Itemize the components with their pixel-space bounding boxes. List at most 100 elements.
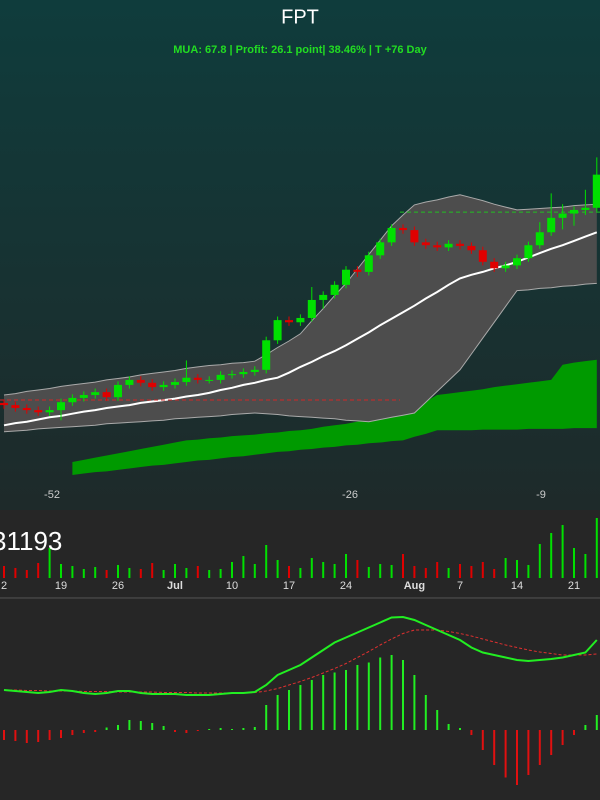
histogram-bar — [413, 675, 416, 730]
candle-body — [558, 213, 567, 218]
histogram-bar — [231, 729, 233, 730]
x-tick-label: 10 — [226, 580, 238, 592]
volume-bar — [345, 554, 347, 578]
candle-body — [592, 174, 600, 208]
candle-body — [273, 320, 282, 341]
x-tick-label: 21 — [568, 580, 580, 592]
volume-bar — [527, 565, 530, 578]
x-tick-label: 2 — [1, 580, 7, 592]
volume-bar — [94, 567, 97, 578]
candle-body — [239, 371, 248, 375]
volume-bar — [333, 564, 336, 578]
volume-bar — [196, 566, 199, 578]
histogram-bar — [584, 725, 587, 730]
volume-bar — [459, 564, 461, 578]
candle-body — [581, 207, 590, 210]
volume-label: 31193 — [0, 526, 62, 556]
histogram-bar — [288, 690, 290, 730]
volume-bar — [139, 569, 142, 578]
histogram-bar — [390, 655, 393, 730]
histogram-bar — [117, 725, 119, 730]
candle-body — [45, 410, 54, 413]
volume-bar — [3, 566, 5, 578]
candle-body — [364, 255, 373, 272]
histogram-bar — [242, 728, 245, 730]
volume-bar — [37, 563, 40, 578]
volume-bar — [379, 564, 382, 578]
x-tick-label: 17 — [283, 580, 295, 592]
volume-bar — [60, 564, 62, 578]
x-tick-label: 7 — [457, 580, 463, 592]
volume-bar — [402, 554, 404, 578]
histogram-bar — [37, 730, 40, 742]
volume-bar — [231, 562, 233, 578]
volume-bar — [390, 565, 393, 578]
candle-body — [148, 382, 157, 388]
volume-bar — [573, 548, 575, 578]
candle-body — [421, 242, 430, 246]
signal-line — [4, 629, 597, 694]
candle-body — [79, 395, 88, 398]
volume-bar — [265, 545, 268, 578]
candle-body — [296, 317, 305, 323]
candle-body — [171, 382, 179, 385]
candle-body — [478, 250, 487, 262]
volume-bar — [550, 533, 553, 578]
candle-body — [307, 299, 316, 318]
macd-line — [3, 615, 598, 696]
band-lower-line — [3, 282, 597, 433]
volume-bar — [584, 554, 587, 578]
volume-bar — [105, 570, 108, 578]
candle-body — [216, 374, 225, 380]
volume-bar — [219, 569, 222, 578]
histogram-bar — [196, 730, 199, 731]
chart-title: FPT — [281, 6, 319, 28]
candle-body — [342, 269, 350, 285]
candle-body — [467, 245, 476, 251]
histogram-bar — [470, 730, 473, 735]
ichimoku-cloud — [72, 359, 597, 475]
x-tick-label: 26 — [112, 580, 124, 592]
x-tick-label: 24 — [340, 580, 352, 592]
candle-body — [410, 230, 419, 243]
volume-bar — [356, 560, 359, 578]
candle-body — [34, 410, 43, 413]
histogram-bar — [219, 728, 222, 730]
histogram-bar — [174, 730, 176, 732]
histogram-bar — [253, 727, 256, 730]
volume-bar — [14, 568, 17, 578]
histogram-bar — [25, 730, 28, 743]
candle-body — [285, 320, 293, 323]
histogram-bar — [162, 726, 165, 730]
histogram-bar — [516, 730, 518, 785]
histogram-bar — [356, 665, 359, 730]
candle-body — [159, 384, 168, 388]
volume-bar — [82, 569, 85, 578]
histogram-bar — [151, 723, 154, 730]
volume-bar — [436, 562, 439, 578]
bollinger-band — [4, 194, 597, 432]
volume-bar — [208, 570, 211, 578]
annotation: -9 — [536, 489, 546, 501]
chart-subtitle: MUA: 67.8 | Profit: 26.1 point| 38.46% |… — [173, 44, 427, 56]
histogram-bar — [595, 715, 598, 730]
annotation: -52 — [44, 489, 60, 501]
histogram-bar — [14, 730, 17, 741]
volume-bar — [367, 567, 370, 578]
candle-body — [524, 245, 533, 259]
volume-bar — [504, 558, 507, 578]
volume-bar — [470, 566, 473, 578]
volume-bar — [516, 560, 518, 578]
histogram-bar — [402, 660, 404, 730]
candle-body — [353, 269, 362, 272]
candle-body — [125, 379, 134, 385]
candle-body — [22, 407, 31, 411]
histogram-bar — [538, 730, 541, 765]
volume-panel — [0, 510, 600, 598]
x-tick-label: 19 — [55, 580, 67, 592]
candle-body — [387, 227, 396, 243]
volume-bar — [71, 566, 74, 578]
volume-bar — [288, 566, 290, 578]
volume-bar — [595, 518, 598, 578]
